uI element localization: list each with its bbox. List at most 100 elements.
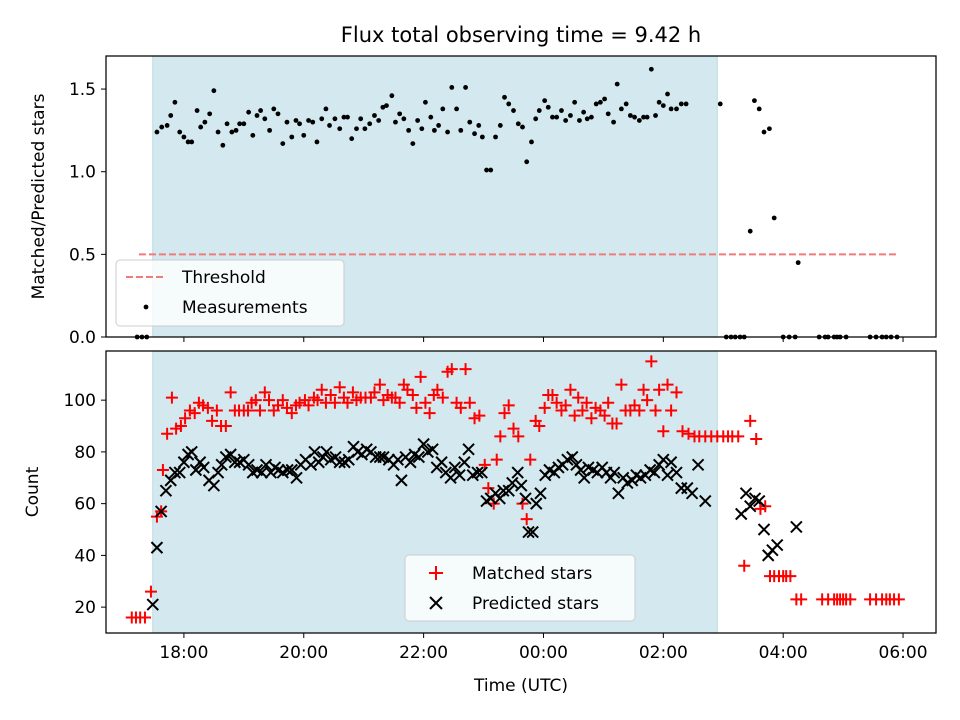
predicted-star-marker [661, 468, 674, 482]
measurement-point [632, 114, 637, 120]
measurement-point [154, 129, 160, 135]
measurement-point [614, 81, 620, 87]
predicted-star-marker [685, 487, 699, 500]
measurement-point [536, 108, 542, 113]
matched-star-marker [341, 396, 354, 409]
matched-star-marker [732, 430, 745, 443]
measurement-point [372, 113, 377, 118]
measurement-point [406, 127, 412, 133]
matched-star-marker [580, 396, 593, 409]
measurement-point [747, 228, 753, 234]
measurement-point [367, 121, 373, 127]
measurement-point [198, 124, 204, 130]
predicted-star-marker [290, 471, 303, 484]
matched-star-marker [219, 420, 232, 433]
measurement-point [577, 118, 582, 123]
predicted-star-marker [657, 453, 670, 466]
measurement-point [289, 134, 295, 140]
matched-star-marker [516, 497, 529, 510]
matched-star-marker [419, 396, 432, 409]
measurement-point [467, 119, 473, 125]
chart-title: Flux total observing time = 9.42 h [341, 23, 701, 47]
matched-star-marker [670, 386, 683, 399]
matched-star-marker [285, 407, 298, 420]
predicted-star-marker [753, 494, 766, 508]
predicted-star-marker [215, 458, 228, 472]
measurement-point [678, 101, 684, 107]
matched-star-marker [738, 559, 751, 572]
predicted-star-marker [506, 476, 519, 490]
matched-star-marker [744, 414, 757, 427]
measurement-point [533, 116, 539, 122]
measurement-point [554, 114, 560, 120]
matched-star-marker [324, 388, 337, 401]
measurement-point [185, 139, 191, 145]
predicted-star-marker [458, 456, 471, 469]
matched-star-marker [333, 381, 346, 394]
matched-star-marker [585, 412, 598, 425]
measurement-point [401, 116, 407, 122]
matched-star-marker [568, 409, 581, 422]
measurement-point [623, 101, 629, 107]
predicted-star-marker [173, 466, 186, 479]
bottom-legend: Matched stars Predicted stars [404, 554, 636, 622]
predicted-star-marker [534, 487, 547, 500]
matched-star-marker [633, 404, 646, 417]
measurement-point [484, 167, 489, 173]
measurement-point [563, 118, 569, 123]
predicted-star-marker [739, 487, 753, 500]
matched-star-marker [576, 404, 589, 417]
top-y-tick-label: 1.5 [69, 80, 96, 100]
measurement-point [611, 119, 616, 125]
matched-star-marker [174, 420, 187, 433]
predicted-star-marker [515, 479, 528, 492]
matched-star-marker [482, 482, 495, 495]
legend-measurements-label: Measurements [182, 298, 308, 318]
measurement-point [584, 116, 590, 122]
predicted-star-marker [426, 443, 439, 456]
measurement-point [771, 215, 777, 221]
measurement-point [572, 99, 578, 105]
predicted-star-marker [691, 458, 705, 472]
measurement-point [463, 85, 468, 90]
matched-star-marker [533, 420, 546, 433]
measurement-point [668, 106, 674, 112]
measurement-point [301, 132, 307, 138]
matched-star-marker [201, 401, 214, 414]
measurement-point [656, 99, 662, 105]
matched-star-marker [649, 404, 662, 417]
predicted-star-marker [604, 471, 617, 484]
matched-star-marker [512, 430, 525, 443]
matched-star-marker [423, 407, 436, 420]
predicted-star-marker [395, 474, 408, 487]
measurement-point [376, 118, 382, 123]
measurement-point [267, 127, 273, 133]
bottom-y-axis-label: Count [23, 466, 43, 517]
predicted-star-marker [211, 466, 225, 479]
measurement-point [440, 106, 446, 112]
predicted-star-marker [193, 456, 207, 469]
measurement-point [618, 106, 624, 112]
predicted-star-marker [417, 437, 430, 451]
measurement-point [284, 119, 290, 125]
measurement-point [224, 121, 230, 127]
predicted-star-marker [744, 500, 757, 513]
matched-star-marker [661, 378, 674, 391]
top-panel: 0.0 0.5 1.0 1.5 Matched/Predicted stars Thr… [29, 55, 937, 348]
predicted-star-marker [150, 541, 164, 554]
measurement-point [476, 123, 482, 128]
measurement-point [172, 99, 178, 105]
x-tick-label: 04:00 [759, 643, 808, 663]
matched-star-marker [302, 399, 315, 412]
matched-star-marker [524, 453, 537, 466]
measurement-point [358, 116, 364, 122]
predicted-star-marker [453, 468, 466, 482]
measurement-point [349, 136, 355, 142]
measurement-point [767, 126, 772, 132]
measurement-point [602, 96, 607, 102]
matched-star-marker [784, 570, 797, 583]
measurement-point [665, 91, 670, 97]
matched-star-marker [431, 383, 444, 396]
measurement-point [593, 101, 599, 107]
matched-star-marker [641, 394, 654, 407]
